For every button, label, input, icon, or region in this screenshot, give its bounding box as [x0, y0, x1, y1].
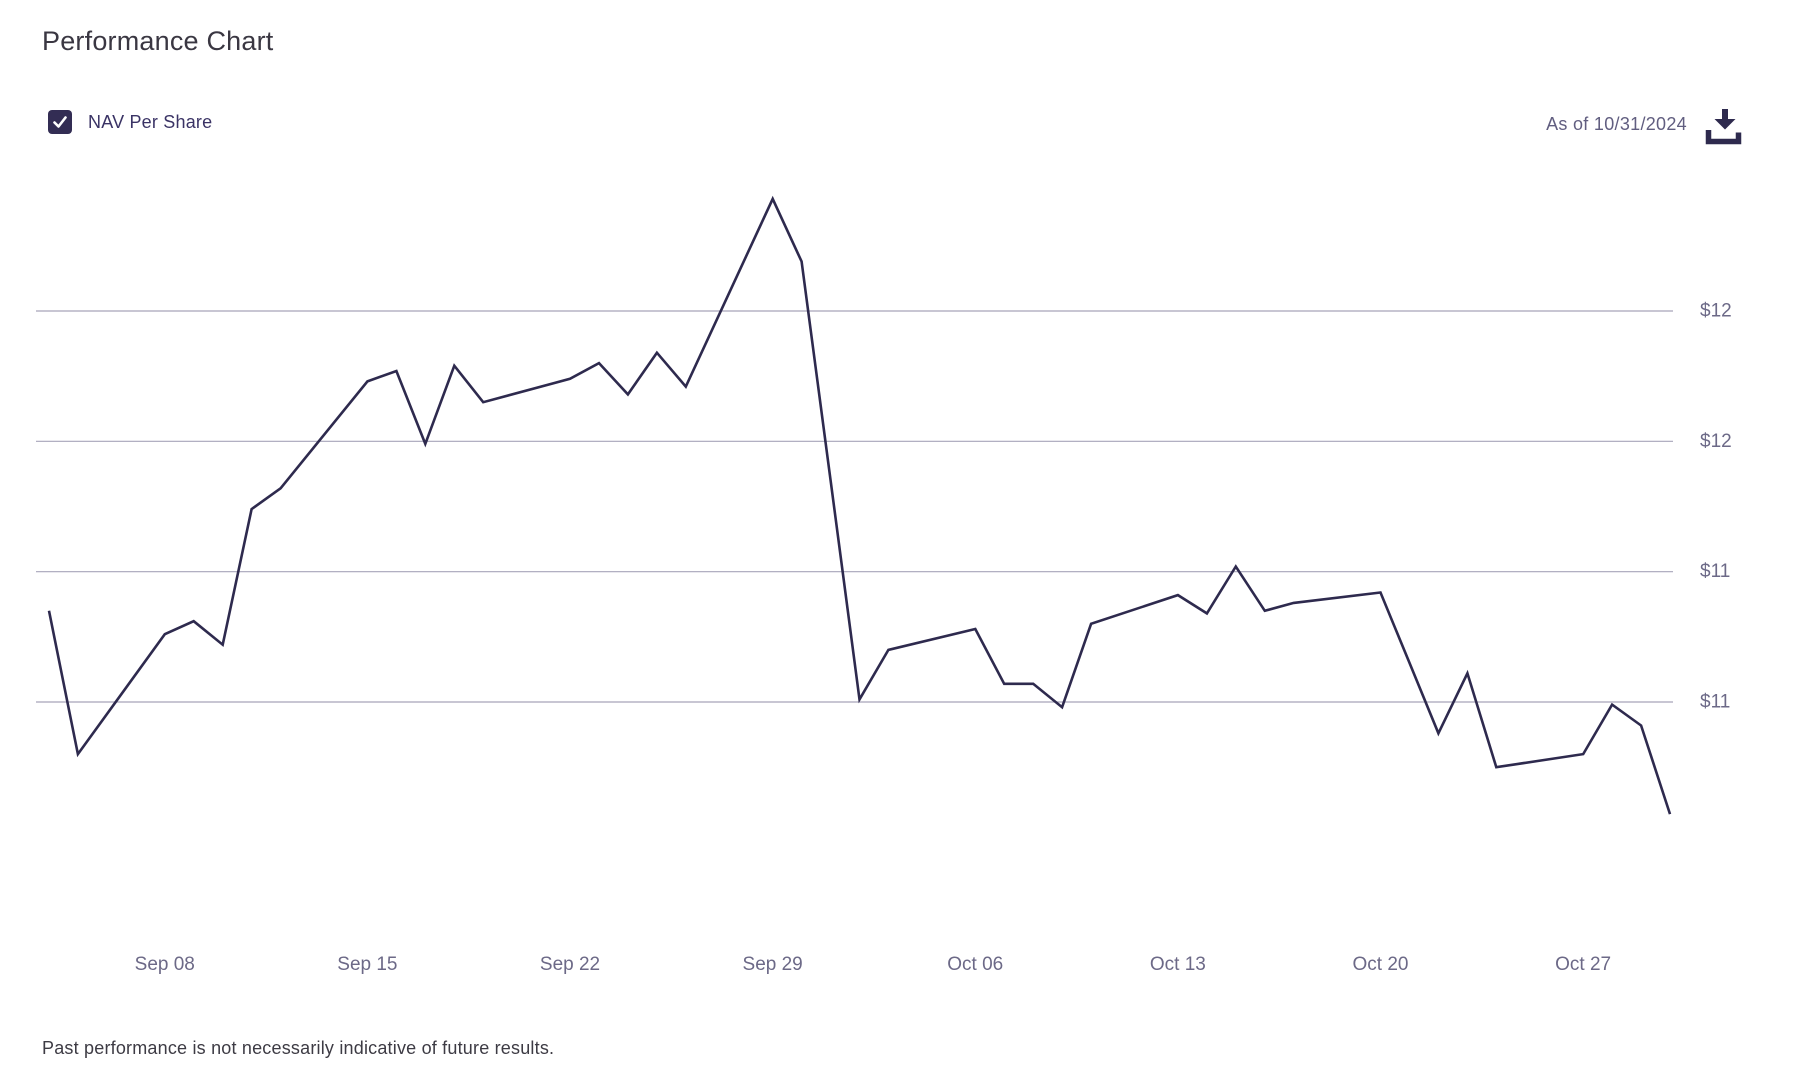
y-axis-label: $11: [1700, 692, 1730, 713]
x-axis-label: Sep 08: [135, 954, 195, 975]
x-axis-label: Oct 27: [1555, 954, 1611, 975]
nav-per-share-line: [47, 195, 1672, 815]
checkmark-icon: [53, 116, 67, 128]
legend-label: NAV Per Share: [88, 111, 213, 132]
x-axis-label: Oct 06: [947, 954, 1003, 975]
x-axis-label: Sep 22: [540, 954, 600, 975]
legend-item-nav-per-share[interactable]: NAV Per Share: [48, 110, 212, 134]
download-icon: [1705, 109, 1742, 145]
y-axis-label: $12: [1700, 301, 1732, 322]
y-axis-label: $12: [1700, 431, 1732, 452]
y-axis-label: $11: [1700, 561, 1730, 582]
page-title: Performance Chart: [42, 26, 274, 57]
x-axis-label: Oct 20: [1353, 954, 1409, 975]
nav-per-share-checkbox[interactable]: [48, 110, 72, 134]
x-axis-label: Sep 29: [743, 954, 803, 975]
x-axis-label: Sep 15: [337, 954, 397, 975]
download-button[interactable]: [1702, 106, 1748, 148]
x-axis-label: Oct 13: [1150, 954, 1206, 975]
footnote: Past performance is not necessarily indi…: [42, 1038, 555, 1058]
as-of-date-text: As of 10/31/2024: [1546, 114, 1687, 134]
